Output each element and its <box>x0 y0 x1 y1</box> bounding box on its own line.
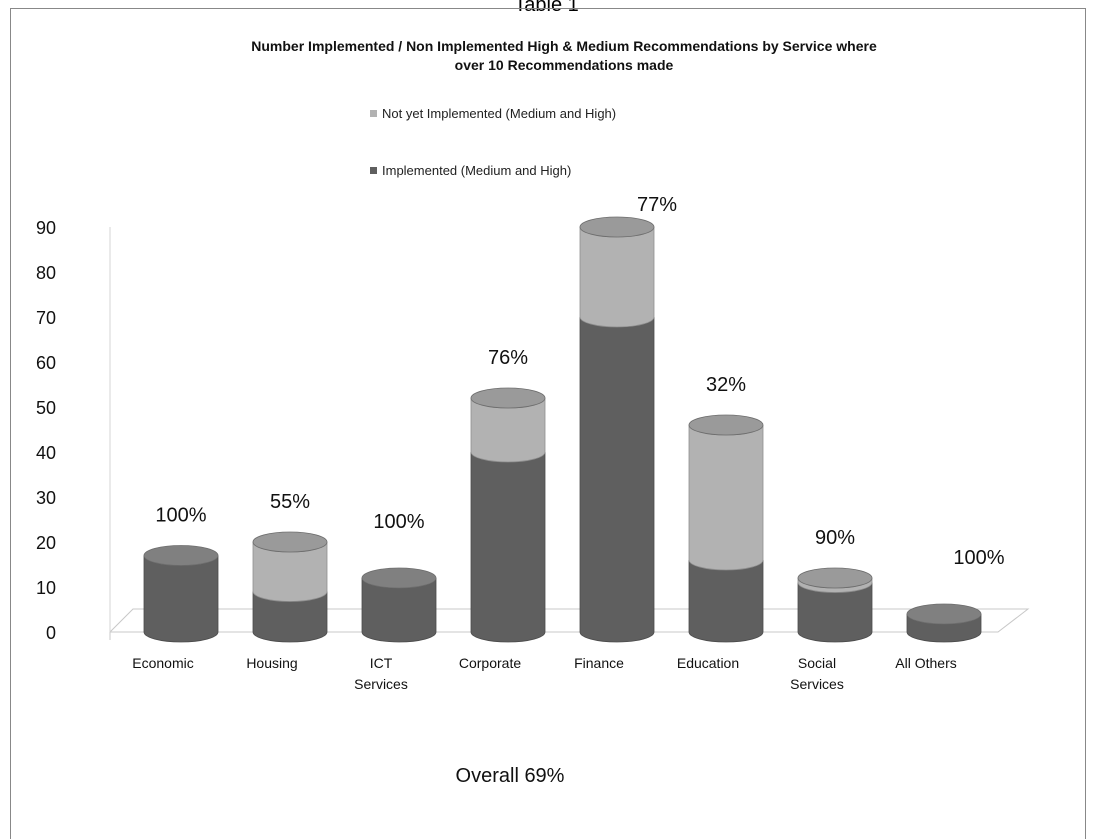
legend-swatch <box>370 110 377 117</box>
x-tick-label: Education <box>677 655 739 671</box>
data-label: 77% <box>637 194 677 216</box>
data-label: 76% <box>488 347 528 369</box>
data-labels: 100% 55% 100% 76% 77% 32% 90% 100% <box>155 194 1004 569</box>
bar-stack <box>252 531 328 643</box>
bar-stack <box>906 603 982 643</box>
bar-top-cap <box>470 387 546 409</box>
y-tick-label: 10 <box>36 578 56 598</box>
chart-frame <box>10 8 1086 839</box>
y-tick-label: 40 <box>36 443 56 463</box>
bar-top-cap <box>906 603 982 625</box>
bar-implemented <box>470 451 546 643</box>
x-tick-label: All Others <box>895 655 956 671</box>
y-tick-label: 90 <box>36 218 56 238</box>
data-label: 100% <box>373 511 424 533</box>
bar-top-cap <box>252 531 328 553</box>
x-tick-label: Corporate <box>459 655 521 671</box>
x-tick-label: Economic <box>132 655 193 671</box>
bar-top-cap <box>797 567 873 589</box>
x-tick-label: ICT Services <box>354 655 408 692</box>
chart-title: Number Implemented / Non Implemented Hig… <box>251 38 877 73</box>
bar-stack <box>143 545 219 643</box>
x-tick-label: Finance <box>574 655 624 671</box>
bar-implemented <box>579 316 655 643</box>
x-tick-label: Housing <box>246 655 297 671</box>
data-label: 32% <box>706 374 746 396</box>
data-label: 90% <box>815 527 855 549</box>
bar-stack <box>797 567 873 643</box>
bar-top-cap <box>688 414 764 436</box>
bars <box>143 216 982 643</box>
overall-summary: Overall 69% <box>456 765 565 787</box>
x-tick-label: Social Services <box>790 655 844 692</box>
bar-top-cap <box>361 567 437 589</box>
bar-stack <box>688 414 764 643</box>
bar-implemented <box>143 555 219 643</box>
chart-title-line: over 10 Recommendations made <box>455 57 674 73</box>
y-tick-label: 70 <box>36 308 56 328</box>
bar-not-implemented <box>688 424 764 571</box>
y-tick-label: 20 <box>36 533 56 553</box>
bar-stack <box>470 387 546 643</box>
data-label: 100% <box>953 547 1004 569</box>
legend-label: Not yet Implemented (Medium and High) <box>382 106 616 121</box>
data-label: 55% <box>270 491 310 513</box>
bar-top-cap <box>143 545 219 566</box>
legend-swatch <box>370 167 377 174</box>
y-tick-label: 30 <box>36 488 56 508</box>
bar-stack <box>361 567 437 643</box>
y-tick-label: 60 <box>36 353 56 373</box>
y-tick-label: 50 <box>36 398 56 418</box>
y-tick-label: 80 <box>36 263 56 283</box>
bar-stack <box>579 216 655 643</box>
floor-plane <box>109 608 1030 633</box>
legend: Not yet Implemented (Medium and High) Imp… <box>370 106 616 178</box>
legend-label: Implemented (Medium and High) <box>382 163 571 178</box>
bar-not-implemented <box>579 226 655 328</box>
data-label: 100% <box>155 505 206 527</box>
bar-implemented <box>688 559 764 643</box>
y-axis: 0 10 20 30 40 50 60 70 80 90 <box>36 218 111 643</box>
x-axis: Economic Housing ICT Services Corporate Finan… <box>132 655 956 692</box>
y-tick-label: 0 <box>46 623 56 643</box>
chart-title-line: Number Implemented / Non Implemented Hig… <box>251 38 877 54</box>
chart-floor <box>109 608 1030 640</box>
bar-top-cap <box>579 216 655 238</box>
